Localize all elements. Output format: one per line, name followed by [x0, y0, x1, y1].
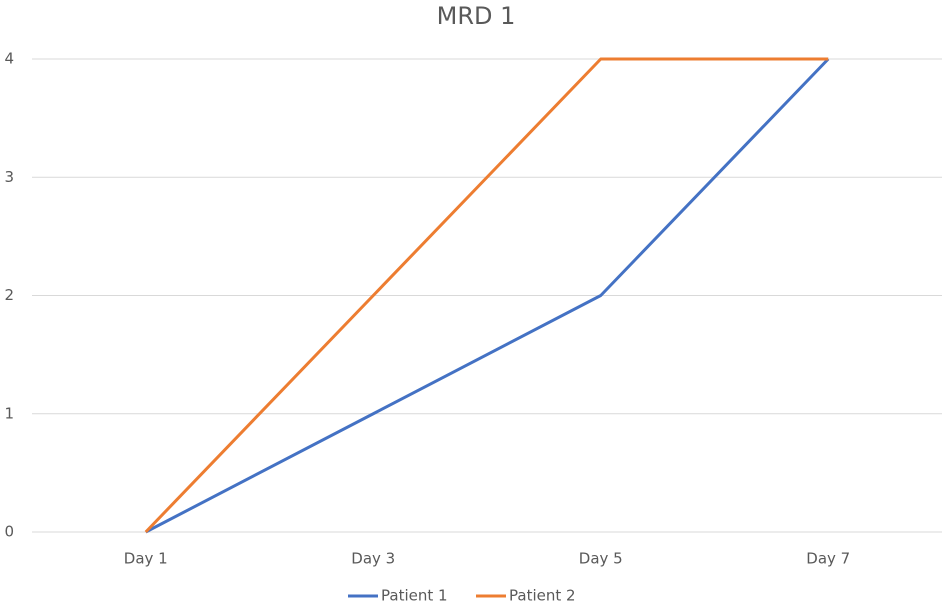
series-line [144, 57, 829, 534]
y-tick-label: 4 [4, 50, 14, 68]
y-tick-label: 3 [4, 168, 14, 186]
legend-label: Patient 2 [509, 587, 576, 605]
x-tick-label: Day 5 [579, 550, 623, 568]
legend-label: Patient 1 [381, 587, 448, 605]
x-tick-label: Day 3 [351, 550, 395, 568]
chart-title: MRD 1 [437, 2, 516, 30]
y-tick-label: 1 [4, 404, 14, 422]
x-tick-label: Day 7 [806, 550, 850, 568]
y-tick-label: 0 [4, 523, 14, 541]
series-line [145, 57, 830, 534]
x-tick-label: Day 1 [124, 550, 168, 568]
y-tick-label: 2 [4, 286, 14, 304]
